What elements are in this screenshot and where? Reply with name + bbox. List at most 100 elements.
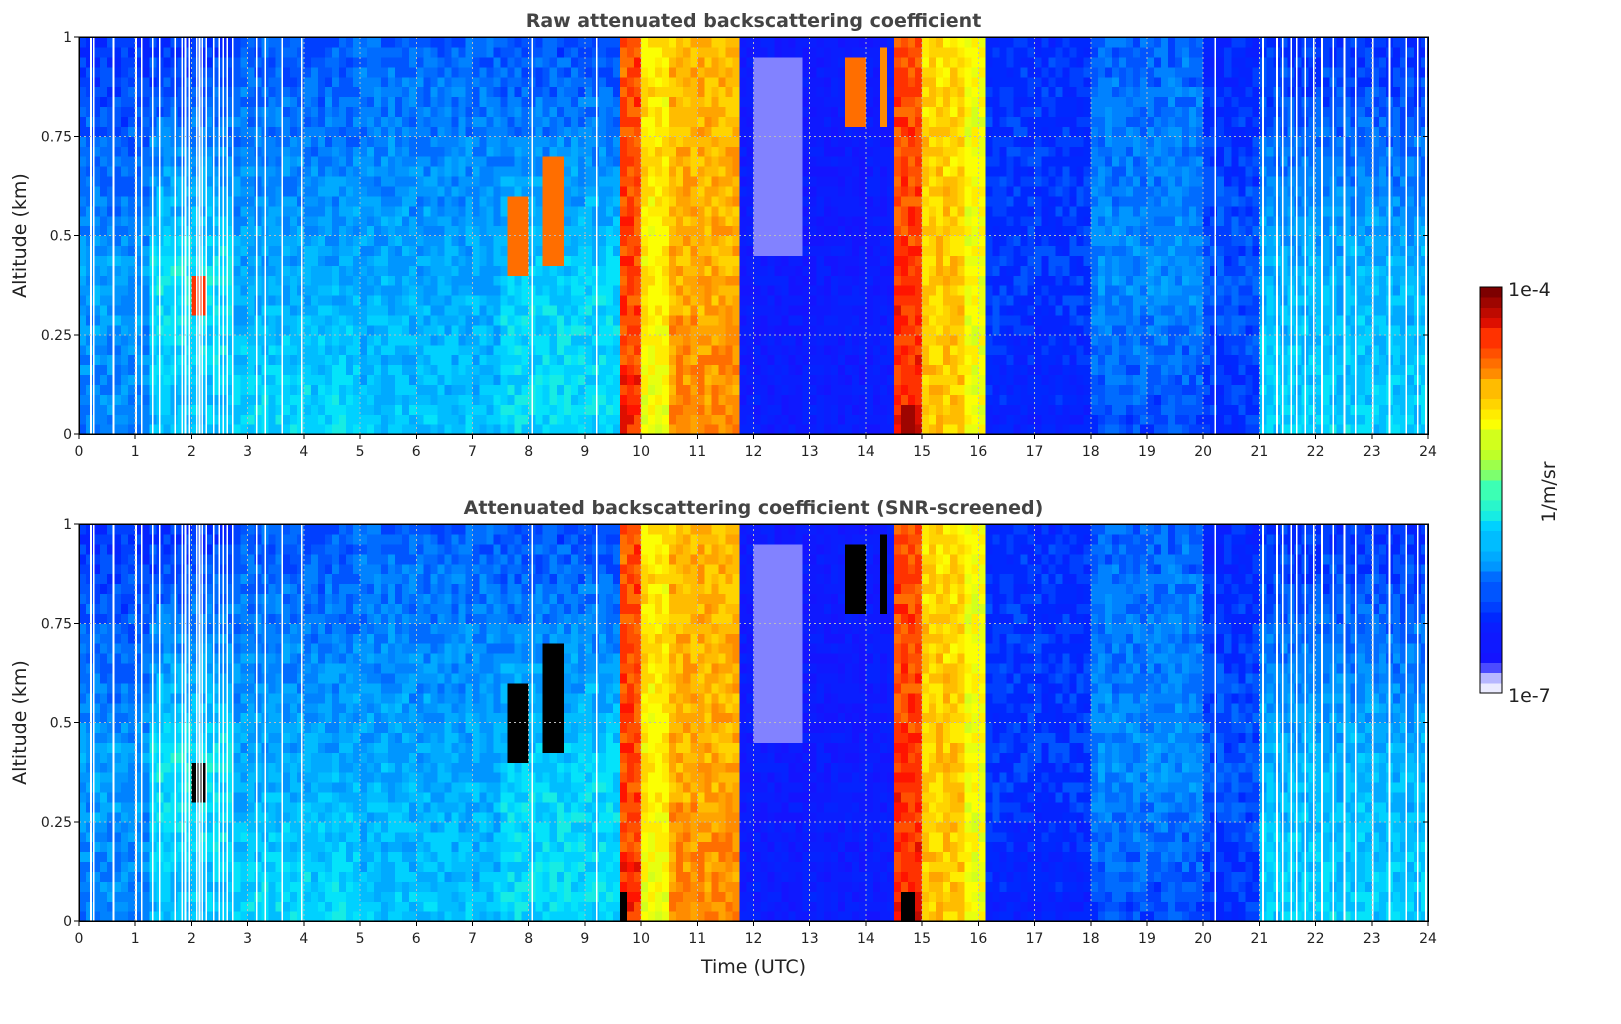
heatmap-cell bbox=[767, 205, 776, 217]
heatmap-cell bbox=[353, 215, 361, 227]
heatmap-cell bbox=[901, 156, 909, 167]
heatmap-cell bbox=[233, 295, 242, 306]
heatmap-cell bbox=[809, 334, 818, 346]
heatmap-cell bbox=[409, 215, 417, 227]
heatmap-cell bbox=[823, 166, 832, 177]
heatmap-cell bbox=[922, 76, 930, 88]
heatmap-cell bbox=[577, 374, 586, 385]
heatmap-cell bbox=[212, 156, 221, 167]
heatmap-cell bbox=[381, 414, 389, 425]
heatmap-cell bbox=[437, 364, 445, 376]
heatmap-cell bbox=[128, 76, 136, 88]
heatmap-cell bbox=[746, 126, 755, 137]
heatmap-cell bbox=[662, 205, 670, 217]
heatmap-cell bbox=[423, 76, 431, 88]
heatmap-cell bbox=[690, 116, 698, 127]
heatmap-cell bbox=[851, 275, 860, 286]
heatmap-cell bbox=[753, 314, 762, 326]
heatmap-cell bbox=[704, 295, 712, 306]
heatmap-cell bbox=[634, 56, 642, 68]
heatmap-cell bbox=[620, 424, 628, 435]
heatmap-cell bbox=[781, 235, 790, 247]
heatmap-cell bbox=[605, 235, 614, 247]
heatmap-cell bbox=[345, 37, 354, 48]
heatmap-cell bbox=[205, 136, 214, 147]
heatmap-cell bbox=[676, 156, 684, 167]
heatmap-cell bbox=[901, 116, 909, 127]
heatmap-cell bbox=[345, 175, 354, 187]
heatmap-cell bbox=[121, 195, 129, 207]
heatmap-cell bbox=[163, 76, 171, 88]
heatmap-cell bbox=[521, 66, 530, 78]
heatmap-cell bbox=[655, 136, 663, 147]
heatmap-cell bbox=[282, 324, 291, 336]
heatmap-cell bbox=[655, 185, 663, 197]
heatmap-cell bbox=[739, 285, 748, 296]
heatmap-cell bbox=[894, 334, 902, 346]
heatmap-cell bbox=[381, 56, 389, 68]
heatmap-cell bbox=[577, 195, 586, 207]
heatmap-cell bbox=[514, 285, 523, 296]
heatmap-cell bbox=[107, 364, 115, 376]
heatmap-cell bbox=[114, 146, 122, 157]
heatmap-cell bbox=[760, 56, 769, 68]
heatmap-cell bbox=[93, 344, 101, 356]
heatmap-cell bbox=[479, 166, 488, 177]
heatmap-cell bbox=[556, 37, 565, 48]
heatmap-cell bbox=[458, 374, 467, 385]
heatmap-cell bbox=[93, 265, 101, 276]
heatmap-cell bbox=[458, 344, 467, 356]
heatmap-cell bbox=[612, 46, 621, 58]
heatmap-cell bbox=[184, 46, 193, 58]
heatmap-cell bbox=[830, 116, 839, 127]
heatmap-cell bbox=[395, 106, 403, 117]
heatmap-cell bbox=[648, 324, 656, 336]
heatmap-cell bbox=[170, 37, 178, 48]
heatmap-cell bbox=[521, 126, 530, 137]
heatmap-cell bbox=[760, 66, 769, 78]
heatmap-cell bbox=[753, 116, 762, 127]
heatmap-cell bbox=[317, 215, 326, 227]
heatmap-cell bbox=[268, 56, 277, 68]
heatmap-cell bbox=[367, 245, 375, 256]
heatmap-cell bbox=[310, 225, 319, 237]
heatmap-cell bbox=[690, 285, 698, 296]
heatmap-cell bbox=[353, 96, 361, 108]
heatmap-cell bbox=[353, 295, 361, 306]
heatmap-cell bbox=[303, 195, 312, 207]
heatmap-cell bbox=[402, 116, 410, 127]
heatmap-cell bbox=[388, 56, 396, 68]
heatmap-cell bbox=[402, 295, 410, 306]
heatmap-cell bbox=[458, 215, 467, 227]
heatmap-cell bbox=[844, 324, 853, 336]
heatmap-cell bbox=[690, 46, 698, 58]
heatmap-cell bbox=[865, 96, 874, 108]
heatmap-cell bbox=[858, 344, 867, 356]
heatmap-cell bbox=[648, 255, 656, 266]
heatmap-cell bbox=[620, 394, 628, 405]
heatmap-cell bbox=[901, 414, 909, 425]
heatmap-cell bbox=[844, 255, 853, 266]
heatmap-cell bbox=[802, 136, 811, 147]
heatmap-cell bbox=[360, 295, 368, 306]
heatmap-cell bbox=[823, 314, 832, 326]
heatmap-cell bbox=[465, 354, 474, 366]
heatmap-cell bbox=[521, 146, 530, 157]
heatmap-cell bbox=[247, 324, 256, 336]
heatmap-cell bbox=[943, 56, 951, 68]
heatmap-cell bbox=[788, 56, 797, 68]
heatmap-cell bbox=[901, 205, 909, 217]
heatmap-cell bbox=[844, 354, 853, 366]
heatmap-cell bbox=[212, 106, 221, 117]
heatmap-cell bbox=[275, 205, 284, 217]
heatmap-cell bbox=[114, 334, 122, 346]
heatmap-cell bbox=[767, 76, 776, 88]
heatmap-cell bbox=[556, 394, 565, 405]
heatmap-cell bbox=[374, 96, 382, 108]
heatmap-cell bbox=[79, 56, 87, 68]
heatmap-cell bbox=[844, 225, 853, 237]
heatmap-cell bbox=[950, 265, 958, 276]
heatmap-cell bbox=[437, 146, 445, 157]
heatmap-cell bbox=[837, 156, 846, 167]
